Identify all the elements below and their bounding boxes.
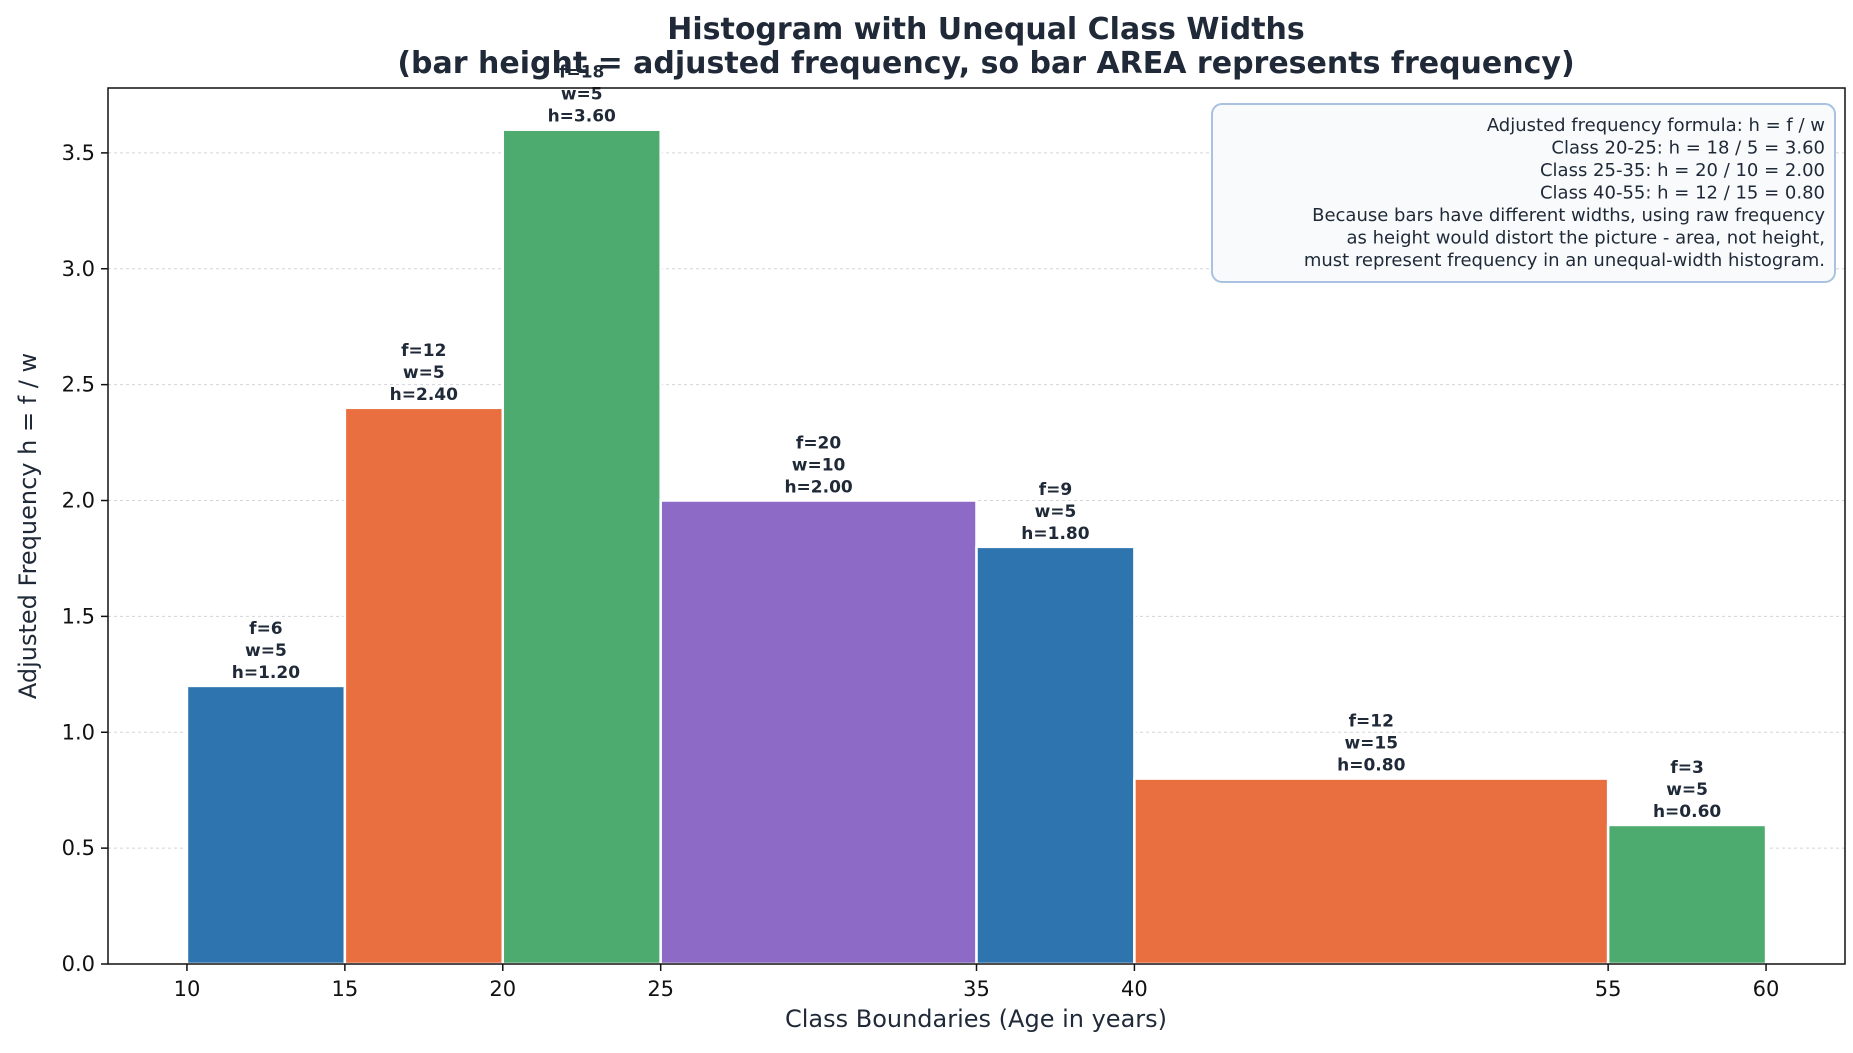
histogram-bar-10-15 [185,684,347,966]
chart-title: Histogram with Unequal Class Widths [667,12,1305,47]
bar-label-f-35-40: f=9 [1039,480,1072,500]
annotation-line-3: Class 25-35: h = 20 / 10 = 2.00 [1540,160,1825,181]
annotation-box-frame [1211,103,1836,283]
annotation-line-7: must represent frequency in an unequal-w… [1304,250,1825,271]
x-tick-label-15: 15 [331,977,358,1001]
x-tick-label-55: 55 [1595,977,1622,1001]
y-tick-label-1: 0.5 [62,836,95,860]
x-tick-label-10: 10 [174,977,201,1001]
bar-label-h-55-60: h=0.60 [1653,802,1721,822]
annotation-line-1: Adjusted frequency formula: h = f / w [1487,115,1825,136]
bar-label-w-10-15: w=5 [245,641,287,661]
y-tick-label-3: 1.5 [62,604,95,628]
bar-label-w-25-35: w=10 [792,456,846,476]
bar-label-w-40-55: w=15 [1344,734,1398,754]
bar-label-w-55-60: w=5 [1666,780,1708,800]
bar-label-w-20-25: w=5 [561,85,603,105]
bar-label-w-35-40: w=5 [1035,502,1077,522]
bar-label-h-35-40: h=1.80 [1021,524,1089,544]
x-tick-label-20: 20 [489,977,516,1001]
annotation-lines: Adjusted frequency formula: h = f / wCla… [1304,115,1826,271]
annotation-line-5: Because bars have different widths, usin… [1312,205,1825,226]
y-axis-label: Adjusted Frequency h = f / w [14,353,42,699]
annotation-line-6: as height would distort the picture - ar… [1346,228,1825,249]
histogram-bar-55-60 [1606,823,1768,966]
y-tick-label-0: 0.0 [62,952,95,976]
x-axis-ticks: 10 15 20 25 35 40 55 60 [174,964,1780,1001]
y-tick-label-2: 1.0 [62,720,95,744]
bar-label-f-55-60: f=3 [1670,758,1703,778]
histogram-bar-15-20 [343,406,505,966]
bar-label-h-10-15: h=1.20 [232,663,300,683]
x-tick-label-40: 40 [1121,977,1148,1001]
y-tick-label-5: 2.5 [62,373,95,397]
bar-label-h-20-25: h=3.60 [548,107,616,127]
x-tick-label-25: 25 [647,977,674,1001]
formula-annotation-box: Adjusted frequency formula: h = f / wCla… [1211,103,1836,283]
x-tick-label-35: 35 [963,977,990,1001]
bar-label-f-15-20: f=12 [401,341,446,361]
histogram-bar-35-40 [975,545,1136,966]
bar-label-f-10-15: f=6 [249,619,282,639]
histogram-bar-20-25 [501,128,662,966]
bar-label-f-25-35: f=20 [796,434,841,454]
histogram-bar-25-35 [659,499,978,966]
x-tick-label-60: 60 [1753,977,1780,1001]
bar-labels: f=6w=5h=1.20f=12w=5h=2.40f=18w=5h=3.60f=… [232,63,1722,822]
annotation-line-2: Class 20-25: h = 18 / 5 = 3.60 [1551,138,1825,159]
y-tick-label-4: 2.0 [62,489,95,513]
bar-label-h-40-55: h=0.80 [1337,756,1405,776]
bars [185,128,1768,966]
bar-label-f-20-25: f=18 [559,63,604,83]
bar-label-w-15-20: w=5 [403,363,445,383]
bar-label-f-40-55: f=12 [1349,712,1394,732]
y-tick-label-6: 3.0 [62,257,95,281]
histogram-bar-40-55 [1133,777,1610,966]
chart-subtitle: (bar height = adjusted frequency, so bar… [397,46,1574,81]
x-axis-label: Class Boundaries (Age in years) [785,1005,1167,1033]
y-tick-label-7: 3.5 [62,141,95,165]
bar-label-h-15-20: h=2.40 [390,385,458,405]
y-axis-ticks: 0.0 0.5 1.0 1.5 2.0 2.5 3.0 3.5 [62,141,108,976]
annotation-line-4: Class 40-55: h = 12 / 15 = 0.80 [1540,183,1825,204]
bar-label-h-25-35: h=2.00 [784,478,852,498]
